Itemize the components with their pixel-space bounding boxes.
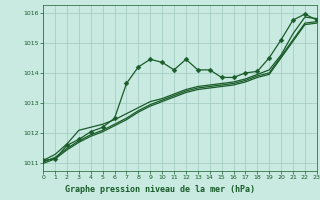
Text: Graphe pression niveau de la mer (hPa): Graphe pression niveau de la mer (hPa)	[65, 184, 255, 194]
